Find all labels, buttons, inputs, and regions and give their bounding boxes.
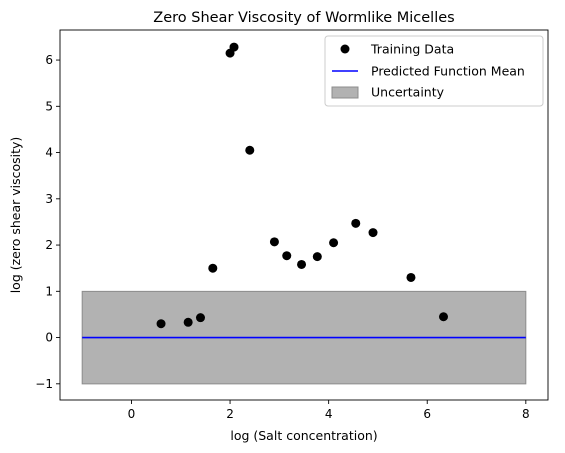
y-tick-label: 6	[45, 53, 53, 67]
training-data-point	[156, 319, 166, 329]
legend-marker-training-data	[340, 44, 350, 54]
y-tick-label: 0	[45, 331, 53, 345]
training-data-point	[297, 259, 307, 269]
x-tick-label: 6	[423, 407, 431, 421]
y-tick-label: −1	[35, 377, 53, 391]
training-data-point	[351, 218, 361, 228]
training-data-point	[229, 42, 239, 52]
legend-label-training-data: Training Data	[370, 42, 454, 57]
training-data-point	[368, 228, 378, 238]
training-data-point	[406, 272, 416, 282]
x-axis-ticks: 0 2 4 6 8	[128, 400, 530, 421]
plot-frame	[59, 29, 549, 401]
training-data-point	[312, 252, 322, 262]
legend-box	[324, 35, 544, 107]
chart-title: Zero Shear Viscosity of Wormlike Micelle…	[153, 10, 454, 26]
training-data-point	[269, 237, 279, 247]
training-data-point	[245, 145, 255, 155]
legend-marker-uncertainty	[331, 86, 359, 99]
y-tick-label: 3	[45, 192, 53, 206]
legend-label-predicted-mean: Predicted Function Mean	[371, 64, 525, 79]
training-data-point	[208, 263, 218, 273]
x-tick-label: 4	[325, 407, 333, 421]
training-data-point	[438, 312, 448, 322]
legend-label-uncertainty: Uncertainty	[371, 85, 445, 100]
x-tick-label: 8	[522, 407, 530, 421]
training-data-point	[183, 317, 193, 327]
y-tick-label: 4	[45, 146, 53, 160]
y-tick-label: 2	[45, 238, 53, 252]
training-data-point	[282, 251, 292, 261]
x-axis-label: log (Salt concentration)	[230, 428, 377, 443]
y-tick-label: 5	[45, 99, 53, 113]
y-tick-label: 1	[45, 284, 53, 298]
training-data-point	[195, 313, 205, 323]
legend: Training Data Predicted Function Mean Un…	[324, 35, 544, 107]
y-axis-label: log (zero shear viscosity)	[8, 137, 23, 294]
training-data-point	[329, 238, 339, 248]
x-tick-label: 2	[226, 407, 234, 421]
y-axis-ticks: −1 0 1 2 3 4 5 6	[35, 53, 60, 391]
training-points-layer	[156, 42, 448, 329]
x-tick-label: 0	[128, 407, 136, 421]
